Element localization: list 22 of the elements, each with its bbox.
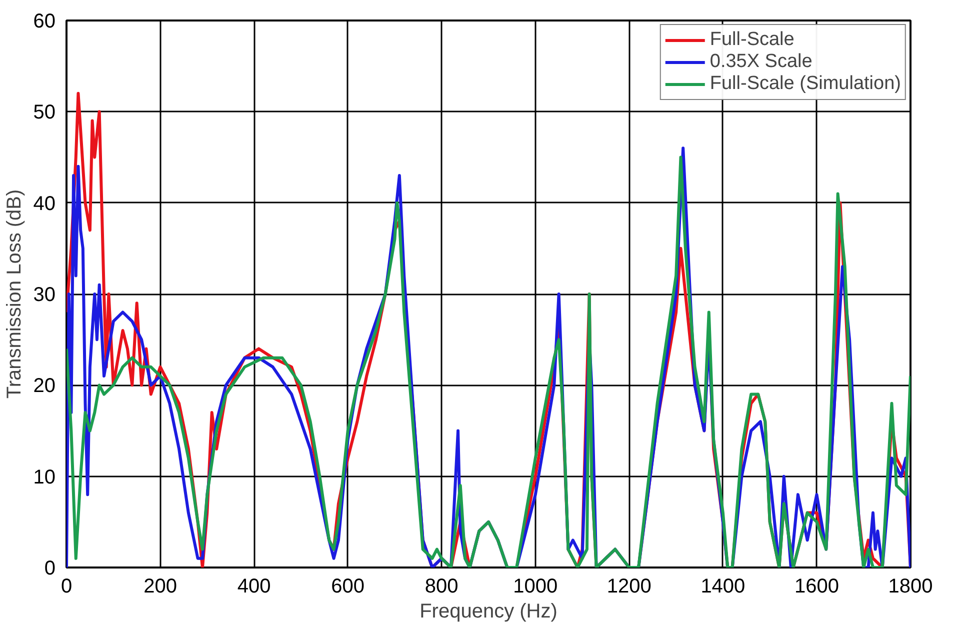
x-tick-label: 0 [60,576,72,598]
legend-label: Full-Scale (Simulation) [710,73,901,95]
y-tick-label: 40 [33,192,56,215]
y-tick-label: 50 [33,102,56,124]
x-tick-label: 200 [144,576,177,598]
x-tick-label: 1200 [606,576,652,598]
y-axis-title: Transmission Loss (dB) [3,189,26,399]
x-tick-label: 400 [237,576,271,598]
legend-label: 0.35X Scale [710,51,812,73]
x-tick-label: 1800 [888,576,933,598]
x-tick-label: 800 [424,576,458,598]
legend-label: Full-Scale [710,29,794,51]
x-tick-label: 600 [331,576,365,598]
y-tick-label: 30 [33,284,56,306]
y-tick-label: 60 [33,10,56,32]
x-tick-label: 1400 [700,576,746,598]
x-tick-label: 1600 [794,576,839,598]
x-axis-title: Frequency (Hz) [420,600,558,622]
y-tick-label: 10 [33,466,56,488]
y-tick-label: 20 [33,375,56,398]
y-tick-label: 0 [44,558,56,580]
x-tick-label: 1000 [513,576,558,598]
